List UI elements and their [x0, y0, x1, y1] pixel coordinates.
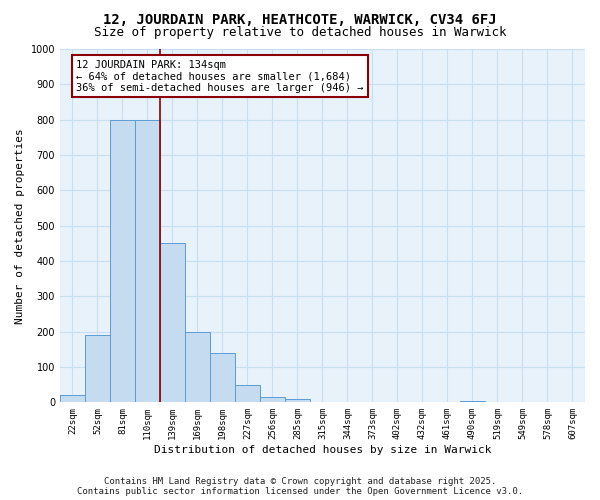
Text: 12, JOURDAIN PARK, HEATHCOTE, WARWICK, CV34 6FJ: 12, JOURDAIN PARK, HEATHCOTE, WARWICK, C…	[103, 12, 497, 26]
Text: Contains HM Land Registry data © Crown copyright and database right 2025.
Contai: Contains HM Land Registry data © Crown c…	[77, 476, 523, 496]
Bar	[210, 353, 235, 403]
Text: 12 JOURDAIN PARK: 134sqm
← 64% of detached houses are smaller (1,684)
36% of sem: 12 JOURDAIN PARK: 134sqm ← 64% of detach…	[76, 60, 364, 93]
Bar	[60, 396, 85, 402]
Bar	[235, 384, 260, 402]
Bar	[85, 335, 110, 402]
Bar	[160, 244, 185, 402]
Bar	[285, 399, 310, 402]
Y-axis label: Number of detached properties: Number of detached properties	[15, 128, 25, 324]
Bar	[185, 332, 210, 402]
Bar	[110, 120, 135, 403]
Bar	[260, 397, 285, 402]
Text: Size of property relative to detached houses in Warwick: Size of property relative to detached ho…	[94, 26, 506, 39]
X-axis label: Distribution of detached houses by size in Warwick: Distribution of detached houses by size …	[154, 445, 491, 455]
Bar	[135, 120, 160, 403]
Bar	[460, 400, 485, 402]
